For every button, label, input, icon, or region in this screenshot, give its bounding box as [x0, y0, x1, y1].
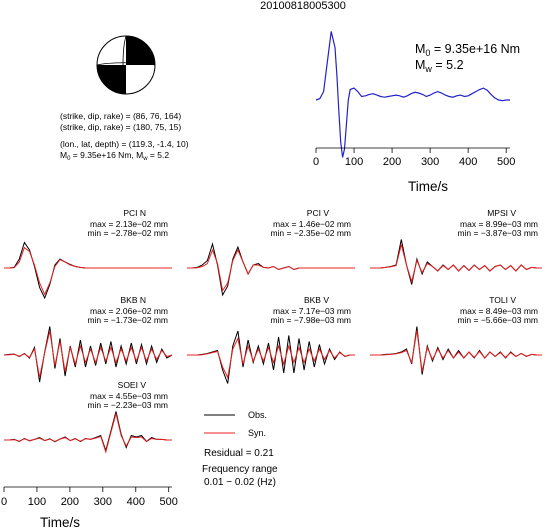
location-text: (lon., lat, depth) = (119.3, -1.4, 10) [60, 139, 189, 149]
obs-trace [3, 326, 173, 383]
waveform-x-tick-label: 100 [28, 496, 46, 508]
figure-title: 20100818005300 [260, 0, 346, 12]
waveform-x-tick-label: 0 [1, 496, 7, 508]
station-min: min = −1.73e−02 mm [87, 315, 168, 325]
station-min: min = −7.98e−03 mm [270, 315, 351, 325]
residual-text: Residual = 0.21 [204, 448, 274, 459]
stf-mw-label: Mw = 5.2 [415, 58, 464, 74]
syn-trace [4, 413, 172, 454]
station-max: max = 1.46e−02 mm [273, 219, 351, 229]
frequency-range-value: 0.01 − 0.02 (Hz) [204, 477, 276, 488]
stf-m0-label: M0 = 9.35e+16 Nm [415, 42, 520, 58]
syn-trace [370, 244, 542, 284]
station-name: TOLI V [489, 295, 516, 305]
waveform-x-tick-label: 500 [160, 496, 178, 508]
station-min: min = −3.87e−03 mm [457, 228, 538, 238]
station-name: MPSI V [487, 208, 516, 218]
station-name: SOEI V [118, 380, 147, 390]
legend-syn-label: Syn. [248, 428, 266, 438]
station-max: max = 7.17e−03 mm [273, 306, 351, 316]
station-max: max = 2.06e−02 mm [90, 306, 168, 316]
waveform-x-tick-label: 300 [94, 496, 112, 508]
obs-trace [4, 411, 172, 453]
syn-trace [187, 336, 355, 380]
obs-trace [187, 330, 355, 384]
stf-xlabel: Time/s [408, 179, 448, 194]
syn-trace [3, 330, 173, 378]
stf-chart: M0 = 9.35e+16 Nm Mw = 5.2 0 100 200 300 400 5… [313, 31, 520, 194]
waveform-xlabel: Time/s [40, 515, 80, 530]
station-min: min = −2.23e−03 mm [87, 400, 168, 410]
moment-text: M0 = 9.35e+16 Nm, Mw = 5.2 [60, 150, 169, 162]
stf-x-tick-label: 400 [459, 156, 477, 168]
obs-trace [370, 239, 542, 285]
stf-x-tick-label: 500 [497, 156, 515, 168]
legend: Obs. Syn. Residual = 0.21 Frequency rang… [202, 410, 278, 488]
station-min: min = −5.66e−03 mm [457, 315, 538, 325]
waveform-x-tick-label: 400 [127, 496, 145, 508]
stf-x-tick-label: 0 [313, 156, 319, 168]
station-max: max = 8.99e−03 mm [460, 219, 538, 229]
station-max: max = 4.55e−03 mm [90, 391, 168, 401]
beach-ball-icon [96, 35, 156, 95]
station-min: min = −2.78e−02 mm [87, 228, 168, 238]
stf-x-tick-label: 100 [345, 156, 363, 168]
station-name: PCI N [123, 208, 146, 218]
stf-x-tick-label: 200 [383, 156, 401, 168]
obs-trace [370, 326, 542, 375]
plane1-text: (strike, dip, rake) = (86, 76, 164) [60, 111, 181, 121]
syn-trace [370, 330, 542, 372]
plane2-text: (strike, dip, rake) = (180, 75, 15) [60, 122, 181, 132]
syn-trace [187, 248, 355, 292]
stf-x-tick-label: 300 [421, 156, 439, 168]
station-name: PCI V [307, 208, 330, 218]
station-max: max = 8.49e−03 mm [460, 306, 538, 316]
station-max: max = 2.13e−02 mm [90, 219, 168, 229]
stf-series-line [315, 31, 510, 158]
frequency-range-label: Frequency range [202, 464, 278, 475]
legend-obs-label: Obs. [248, 410, 267, 420]
station-min: min = −2.35e−02 mm [270, 228, 351, 238]
station-name: BKB V [304, 295, 329, 305]
syn-trace [4, 246, 172, 296]
waveform-x-tick-label: 200 [61, 496, 79, 508]
station-name: BKB N [120, 295, 146, 305]
waveform-x-axis: 0 100 200 300 400 500 Time/s [1, 486, 178, 530]
